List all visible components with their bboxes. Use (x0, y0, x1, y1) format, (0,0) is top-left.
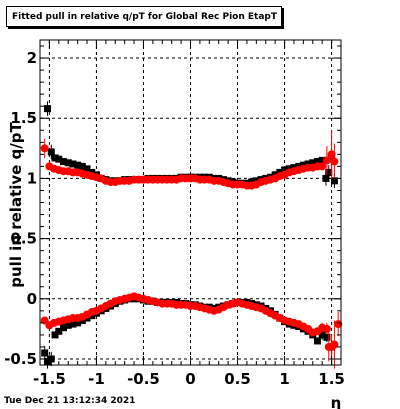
chart-title: Fitted pull in relative q/pT for Global … (12, 11, 278, 22)
y-tick-label: 2 (27, 49, 37, 67)
x-tick-label: 1.5 (318, 370, 345, 388)
data-point (47, 148, 55, 156)
data-point (334, 320, 343, 329)
series-0 (41, 101, 338, 369)
data-point (281, 166, 289, 174)
data-point (322, 324, 331, 333)
data-point (330, 177, 338, 185)
grid (40, 40, 341, 365)
data-point (60, 158, 68, 166)
x-tick-label: -0.5 (127, 370, 160, 388)
data-point (64, 321, 72, 329)
data-point (322, 156, 331, 165)
data-point (44, 357, 52, 365)
data-point (74, 161, 82, 169)
data-point (330, 157, 339, 166)
data-point (318, 156, 326, 164)
x-axis-title: η (331, 394, 342, 409)
data-point (322, 174, 330, 182)
data-point (47, 355, 55, 363)
data-point (323, 333, 331, 341)
data-point (51, 331, 59, 339)
data-point (78, 162, 86, 170)
y-tick-label: 1 (27, 169, 37, 187)
data-layer (40, 101, 343, 369)
data-point (313, 337, 321, 345)
data-point (55, 327, 63, 335)
y-tick-label: -0.5 (4, 350, 37, 368)
data-point (313, 158, 321, 166)
x-tick-label: -1.5 (33, 370, 66, 388)
data-point (325, 168, 333, 176)
data-point (55, 155, 63, 163)
x-tick-label: 0.5 (224, 370, 251, 388)
data-point (74, 319, 82, 327)
x-tick-label: 1 (279, 370, 289, 388)
axis-ticks (39, 40, 342, 365)
series-1 (40, 130, 343, 369)
data-point (60, 324, 68, 332)
data-point (309, 159, 317, 167)
data-point (69, 320, 77, 328)
chart-title-box: Fitted pull in relative q/pT for Global … (6, 6, 282, 27)
tick-labels: -1.5 -1 -0.5 0 0.5 1 1.5 -0.5 0 0.5 1 1.5 2 (4, 49, 345, 388)
data-point (330, 340, 339, 349)
data-point (327, 150, 336, 159)
x-tick-label: -1 (88, 370, 105, 388)
data-point (318, 331, 326, 339)
data-point (64, 159, 72, 167)
y-tick-label: 1.5 (10, 109, 37, 127)
data-point (51, 154, 59, 162)
x-tick-label: 0 (185, 370, 195, 388)
y-tick-label: 0.5 (10, 230, 37, 248)
data-point (44, 105, 52, 113)
date-stamp: Tue Dec 21 13:12:34 2021 (4, 396, 136, 406)
data-point (83, 165, 91, 173)
y-axis-title: pull in relative q/pT (7, 121, 25, 287)
y-tick-label: 0 (27, 290, 37, 308)
data-point (40, 144, 49, 153)
data-point (69, 160, 77, 168)
data-point (318, 162, 327, 171)
data-point (41, 349, 49, 357)
